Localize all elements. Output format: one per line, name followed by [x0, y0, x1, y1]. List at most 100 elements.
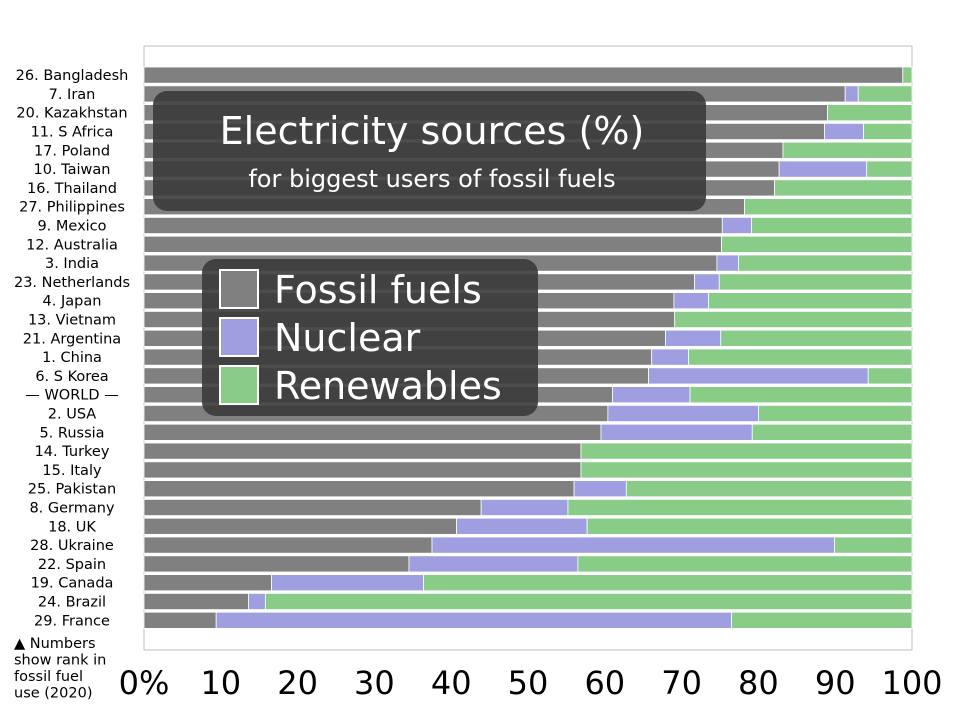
category-label-10-taiwan: 10. Taiwan — [34, 162, 111, 178]
category-label-7-iran: 7. Iran — [49, 87, 96, 103]
bar-24-brazil-renewables — [264, 593, 913, 611]
bar-5-russia-renewables — [751, 423, 913, 441]
category-label-25-pakistan: 25. Pakistan — [28, 482, 116, 498]
x-tick-label-10: 10 — [200, 664, 241, 702]
bar-14-turkey-fossil-fuels — [143, 442, 582, 460]
bar-7-iran-nuclear — [844, 85, 859, 103]
bar-9-mexico-fossil-fuels — [143, 216, 723, 234]
bar-20-kazakhstan-renewables — [827, 104, 913, 122]
bar-18-uk-renewables — [586, 517, 913, 535]
category-label-6-s-korea: 6. S Korea — [35, 369, 108, 385]
chart-title: Electricity sources (%) — [220, 109, 645, 153]
bar-29-france-fossil-fuels — [143, 611, 217, 629]
bar-6-s-korea-nuclear — [648, 367, 869, 385]
bar-1-china-renewables — [688, 348, 913, 366]
bar-2-usa-renewables — [758, 404, 913, 422]
category-label-21-argentina: 21. Argentina — [23, 331, 121, 347]
bar-8-germany-renewables — [567, 498, 913, 516]
bar-25-pakistan-nuclear — [573, 480, 627, 498]
bar-28-ukraine-renewables — [834, 536, 913, 554]
category-label-14-turkey: 14. Turkey — [35, 444, 110, 460]
category-label-13-vietnam: 13. Vietnam — [28, 313, 116, 329]
bar-3-india-renewables — [738, 254, 913, 272]
bar-15-italy-renewables — [580, 461, 913, 479]
category-label-28-ukraine: 28. Ukraine — [30, 538, 114, 554]
bar-29-france-nuclear — [215, 611, 732, 629]
bar-4-japan-renewables — [708, 292, 913, 310]
category-label-19-canada: 19. Canada — [31, 576, 114, 592]
category-label-8-germany: 8. Germany — [29, 501, 115, 517]
legend-label-fossil-fuels: Fossil fuels — [274, 268, 482, 312]
x-tick-label-50: 50 — [508, 664, 549, 702]
rank-note-line-3: fossil fuel — [14, 669, 83, 685]
bar-28-ukraine-fossil-fuels — [143, 536, 433, 554]
category-label-15-italy: 15. Italy — [42, 463, 102, 479]
bar-23-netherlands-nuclear — [694, 273, 720, 291]
x-tick-label-30: 30 — [354, 664, 395, 702]
bar-11-s-africa-nuclear — [824, 123, 865, 141]
bar-11-s-africa-renewables — [863, 123, 913, 141]
x-tick-label-20: 20 — [277, 664, 318, 702]
category-label-27-philippines: 27. Philippines — [19, 200, 125, 216]
bar-2-usa-nuclear — [607, 404, 759, 422]
bar-9-mexico-nuclear — [721, 216, 752, 234]
bar-5-russia-nuclear — [600, 423, 753, 441]
bar-21-argentina-renewables — [720, 329, 913, 347]
bar-8-germany-nuclear — [480, 498, 569, 516]
bar-22-spain-renewables — [577, 555, 913, 573]
bar-4-japan-nuclear — [673, 292, 709, 310]
bar-19-canada-renewables — [423, 574, 913, 592]
x-tick-label-70: 70 — [661, 664, 702, 702]
x-tick-label-80: 80 — [738, 664, 779, 702]
rank-note-line-2: show rank in — [14, 653, 106, 669]
x-tick-labels: 0% 10 20 30 40 50 60 70 80 90 100 — [119, 664, 943, 702]
category-label-26-bangladesh: 26. Bangladesh — [16, 68, 129, 84]
bar-9-mexico-renewables — [751, 216, 913, 234]
category-label-20-kazakhstan: 20. Kazakhstan — [16, 106, 127, 122]
rank-note-line-4: use (2020) — [14, 686, 93, 702]
bar-24-brazil-fossil-fuels — [143, 593, 249, 611]
legend-swatch-fossil-fuels — [219, 269, 259, 309]
bar-22-spain-nuclear — [408, 555, 579, 573]
category-label-world: — WORLD — — [25, 388, 118, 404]
bar-22-spain-fossil-fuels — [143, 555, 410, 573]
legend-label-nuclear: Nuclear — [274, 316, 421, 360]
legend-swatch-nuclear — [219, 317, 259, 357]
category-label-16-thailand: 16. Thailand — [27, 181, 117, 197]
bar-18-uk-nuclear — [456, 517, 588, 535]
bar-world-renewables — [689, 386, 913, 404]
bar-26-bangladesh-fossil-fuels — [143, 66, 904, 84]
title-box-background — [153, 91, 706, 211]
bar-8-germany-fossil-fuels — [143, 498, 482, 516]
category-label-22-spain: 22. Spain — [38, 557, 106, 573]
bar-19-canada-nuclear — [271, 574, 424, 592]
x-tick-label-0: 0% — [119, 664, 170, 702]
rank-note-line-1: ▲ Numbers — [14, 636, 96, 652]
legend-swatch-renewables — [219, 365, 259, 405]
category-label-2-usa: 2. USA — [48, 407, 97, 423]
category-label-12-australia: 12. Australia — [26, 237, 118, 253]
bar-3-india-nuclear — [716, 254, 739, 272]
category-label-4-japan: 4. Japan — [43, 294, 102, 310]
category-label-1-china: 1. China — [42, 350, 102, 366]
bar-10-taiwan-renewables — [866, 160, 913, 178]
bar-24-brazil-nuclear — [248, 593, 266, 611]
category-label-24-brazil: 24. Brazil — [38, 595, 106, 611]
chart-subtitle: for biggest users of fossil fuels — [248, 165, 615, 193]
category-labels: 26. Bangladesh 7. Iran 20. Kazakhstan 11. S… — [14, 68, 130, 629]
category-label-23-netherlands: 23. Netherlands — [14, 275, 130, 291]
legend: Fossil fuels Nuclear Renewables — [202, 259, 538, 416]
bar-28-ukraine-nuclear — [431, 536, 835, 554]
category-label-3-india: 3. India — [45, 256, 99, 272]
category-label-9-mexico: 9. Mexico — [37, 219, 106, 235]
category-label-29-france: 29. France — [34, 613, 110, 629]
x-tick-label-60: 60 — [584, 664, 625, 702]
bar-5-russia-fossil-fuels — [143, 423, 602, 441]
title-box: Electricity sources (%) for biggest user… — [153, 91, 706, 211]
x-tick-label-100: 100 — [881, 664, 942, 702]
category-label-5-russia: 5. Russia — [39, 425, 104, 441]
bar-29-france-renewables — [731, 611, 913, 629]
bar-14-turkey-renewables — [580, 442, 913, 460]
